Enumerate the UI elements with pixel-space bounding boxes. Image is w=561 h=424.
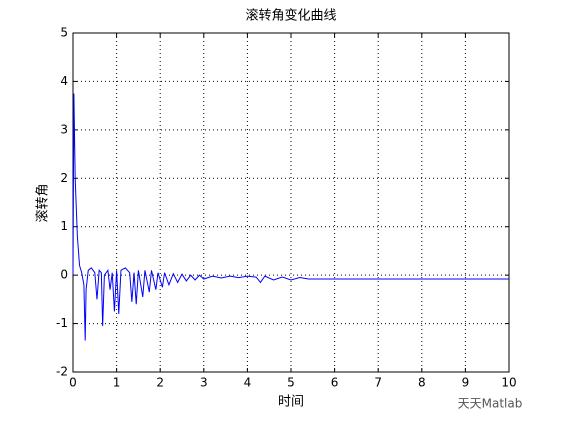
x-tick-label: 8 xyxy=(418,376,426,390)
x-tick-label: 4 xyxy=(244,376,252,390)
x-tick-label: 3 xyxy=(200,376,208,390)
y-tick-label: 1 xyxy=(60,219,68,233)
data-line xyxy=(72,93,509,341)
x-tick-label: 1 xyxy=(113,376,121,390)
y-axis-label: 滚转角 xyxy=(35,183,51,222)
y-tick-label: 0 xyxy=(60,268,68,282)
y-tick-label: -1 xyxy=(56,316,68,330)
x-tick-label: 5 xyxy=(287,376,295,390)
y-tick-label: 3 xyxy=(60,122,68,136)
y-tick-label: 4 xyxy=(60,74,68,88)
chart-title: 滚转角变化曲线 xyxy=(245,8,336,24)
x-tick-label: 0 xyxy=(69,376,77,390)
watermark: 天天Matlab xyxy=(458,397,523,411)
x-axis-label: 时间 xyxy=(278,395,304,410)
x-tick-label: 2 xyxy=(156,376,164,390)
x-tick-label: 10 xyxy=(501,376,516,390)
y-tick-label: 5 xyxy=(60,26,68,40)
x-tick-label: 7 xyxy=(374,376,382,390)
y-tick-label: 2 xyxy=(60,171,68,185)
x-tick-label: 9 xyxy=(462,376,470,390)
y-tick-label: -2 xyxy=(56,365,68,379)
x-tick-label: 6 xyxy=(331,376,339,390)
